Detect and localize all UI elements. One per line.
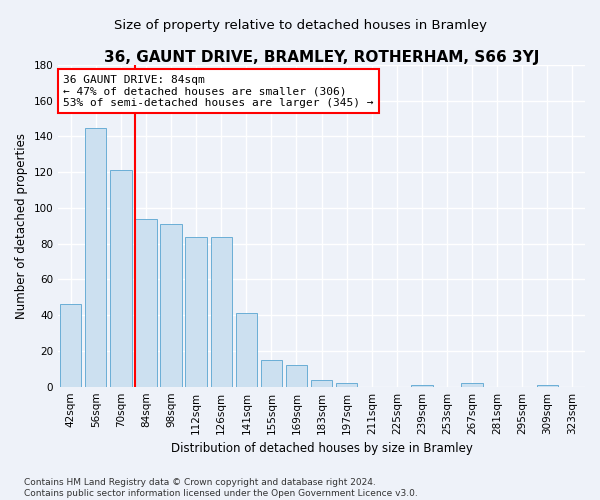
Bar xyxy=(85,128,106,386)
Bar xyxy=(336,383,358,386)
Bar xyxy=(211,236,232,386)
Bar xyxy=(537,385,558,386)
Text: Size of property relative to detached houses in Bramley: Size of property relative to detached ho… xyxy=(113,20,487,32)
Bar xyxy=(261,360,282,386)
Text: Contains HM Land Registry data © Crown copyright and database right 2024.
Contai: Contains HM Land Registry data © Crown c… xyxy=(24,478,418,498)
Bar xyxy=(60,304,82,386)
Text: 36 GAUNT DRIVE: 84sqm
← 47% of detached houses are smaller (306)
53% of semi-det: 36 GAUNT DRIVE: 84sqm ← 47% of detached … xyxy=(64,74,374,108)
Bar xyxy=(160,224,182,386)
X-axis label: Distribution of detached houses by size in Bramley: Distribution of detached houses by size … xyxy=(170,442,473,455)
Bar xyxy=(411,385,433,386)
Bar xyxy=(185,236,207,386)
Y-axis label: Number of detached properties: Number of detached properties xyxy=(15,133,28,319)
Bar xyxy=(461,383,483,386)
Bar xyxy=(136,218,157,386)
Bar xyxy=(286,365,307,386)
Title: 36, GAUNT DRIVE, BRAMLEY, ROTHERHAM, S66 3YJ: 36, GAUNT DRIVE, BRAMLEY, ROTHERHAM, S66… xyxy=(104,50,539,65)
Bar xyxy=(110,170,131,386)
Bar xyxy=(311,380,332,386)
Bar xyxy=(236,314,257,386)
